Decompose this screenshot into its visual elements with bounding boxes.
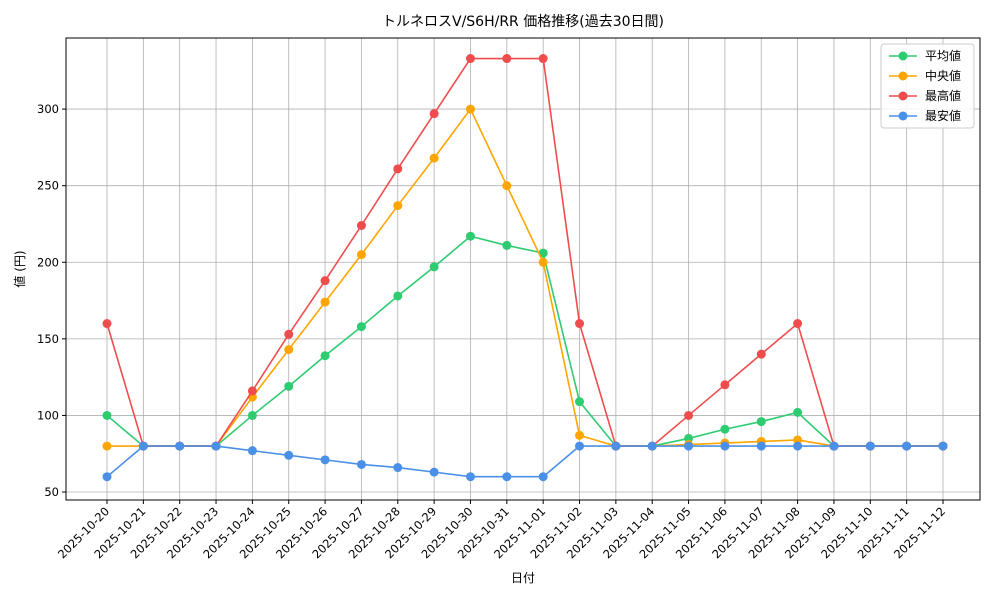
legend-marker [898,91,908,101]
y-tick-label: 150 [37,332,59,346]
data-point [393,291,403,301]
data-point [393,463,403,473]
y-axis-label: 値 (円) [12,250,27,287]
data-point [284,329,294,339]
data-point [684,410,694,420]
data-point [393,164,403,174]
data-point [393,201,403,211]
data-point [320,297,330,307]
data-point [356,459,366,469]
data-point [175,441,185,451]
data-point [902,441,912,451]
legend-label: 最高値 [925,88,961,103]
data-point [284,345,294,355]
data-point [647,441,657,451]
data-point [575,430,585,440]
data-point [465,472,475,482]
data-point [502,240,512,250]
data-point [575,441,585,451]
data-point [465,104,475,114]
data-point [720,424,730,434]
data-point [756,349,766,359]
data-point [720,380,730,390]
data-point [611,441,621,451]
data-point [793,441,803,451]
data-point [575,397,585,407]
legend-label: 最安値 [925,108,961,123]
data-point [429,467,439,477]
data-point [829,441,839,451]
data-point [502,472,512,482]
data-point [465,231,475,241]
legend-marker [898,111,908,121]
x-axis-label: 日付 [511,571,535,585]
data-point [575,319,585,329]
data-point [756,441,766,451]
data-point [102,410,112,420]
data-point [756,417,766,427]
data-point [429,153,439,163]
data-point [429,109,439,119]
data-point [356,220,366,230]
legend-label: 平均値 [925,48,961,63]
series-line [106,57,943,447]
data-point [284,450,294,460]
data-point [502,181,512,191]
data-point [538,54,548,64]
data-point [284,381,294,391]
data-point [865,441,875,451]
data-point [102,472,112,482]
data-point [684,441,694,451]
data-point [502,54,512,64]
data-point [102,441,112,451]
data-point [247,386,257,396]
y-tick-label: 50 [44,485,59,499]
data-point [211,441,221,451]
legend-marker [898,71,908,81]
data-point [320,351,330,361]
data-point [538,472,548,482]
data-point [356,322,366,332]
y-tick-label: 200 [37,255,59,269]
legend-box [880,43,975,129]
y-tick-label: 100 [37,408,59,422]
data-point [138,441,148,451]
data-point [247,446,257,456]
data-point [465,54,475,64]
data-point [320,455,330,465]
legend-label: 中央値 [925,68,961,83]
series-line [107,107,943,447]
data-point [320,276,330,286]
data-point [102,319,112,329]
data-point [938,441,948,451]
data-point [429,262,439,272]
data-point [793,319,803,329]
data-point [720,441,730,451]
data-point [538,257,548,267]
data-point [538,248,548,258]
series-line [106,445,943,478]
chart-title: トルネロスV/S6H/RR 価格推移(過去30日間) [382,14,664,30]
data-point [356,250,366,260]
y-tick-label: 250 [37,179,59,193]
data-point [793,407,803,417]
series-line [106,235,943,447]
plot-frame [65,37,981,501]
data-point [247,410,257,420]
legend-marker [898,51,908,61]
y-tick-label: 300 [37,102,59,116]
